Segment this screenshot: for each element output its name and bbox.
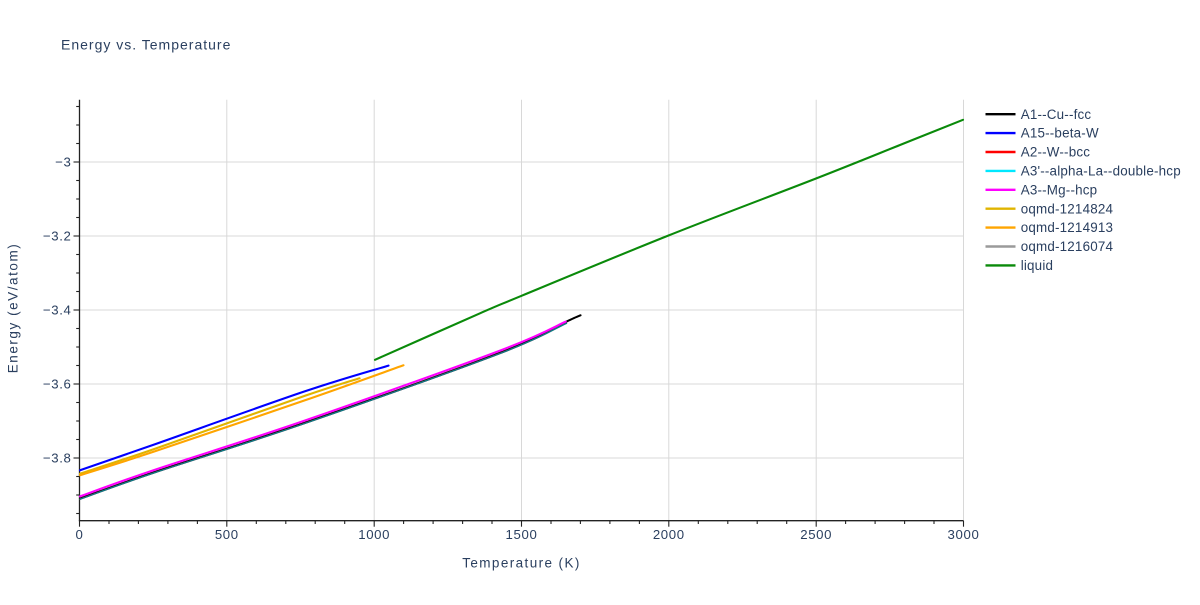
svg-text:A1--Cu--fcc: A1--Cu--fcc xyxy=(1021,107,1092,122)
svg-text:−3.2: −3.2 xyxy=(43,229,72,244)
svg-text:−3.4: −3.4 xyxy=(43,303,72,318)
svg-text:Energy vs. Temperature: Energy vs. Temperature xyxy=(61,37,231,53)
svg-text:A2--W--bcc: A2--W--bcc xyxy=(1021,145,1091,160)
svg-text:A3'--alpha-La--double-hcp: A3'--alpha-La--double-hcp xyxy=(1021,164,1181,179)
svg-text:0: 0 xyxy=(76,527,84,542)
svg-text:1500: 1500 xyxy=(506,527,538,542)
svg-text:Energy (eV/atom): Energy (eV/atom) xyxy=(6,243,21,374)
svg-text:−3: −3 xyxy=(55,155,71,170)
svg-text:−3.6: −3.6 xyxy=(43,377,72,392)
svg-text:Temperature (K): Temperature (K) xyxy=(462,556,581,571)
svg-text:liquid: liquid xyxy=(1021,258,1053,273)
svg-text:A3--Mg--hcp: A3--Mg--hcp xyxy=(1021,182,1098,197)
svg-text:2500: 2500 xyxy=(800,527,832,542)
svg-text:A15--beta-W: A15--beta-W xyxy=(1021,126,1099,141)
svg-text:500: 500 xyxy=(215,527,239,542)
svg-text:oqmd-1214824: oqmd-1214824 xyxy=(1021,201,1114,216)
svg-text:2000: 2000 xyxy=(653,527,685,542)
svg-text:3000: 3000 xyxy=(948,527,980,542)
svg-text:1000: 1000 xyxy=(358,527,390,542)
svg-text:−3.8: −3.8 xyxy=(43,451,72,466)
svg-text:oqmd-1214913: oqmd-1214913 xyxy=(1021,220,1113,235)
svg-text:oqmd-1216074: oqmd-1216074 xyxy=(1021,239,1114,254)
